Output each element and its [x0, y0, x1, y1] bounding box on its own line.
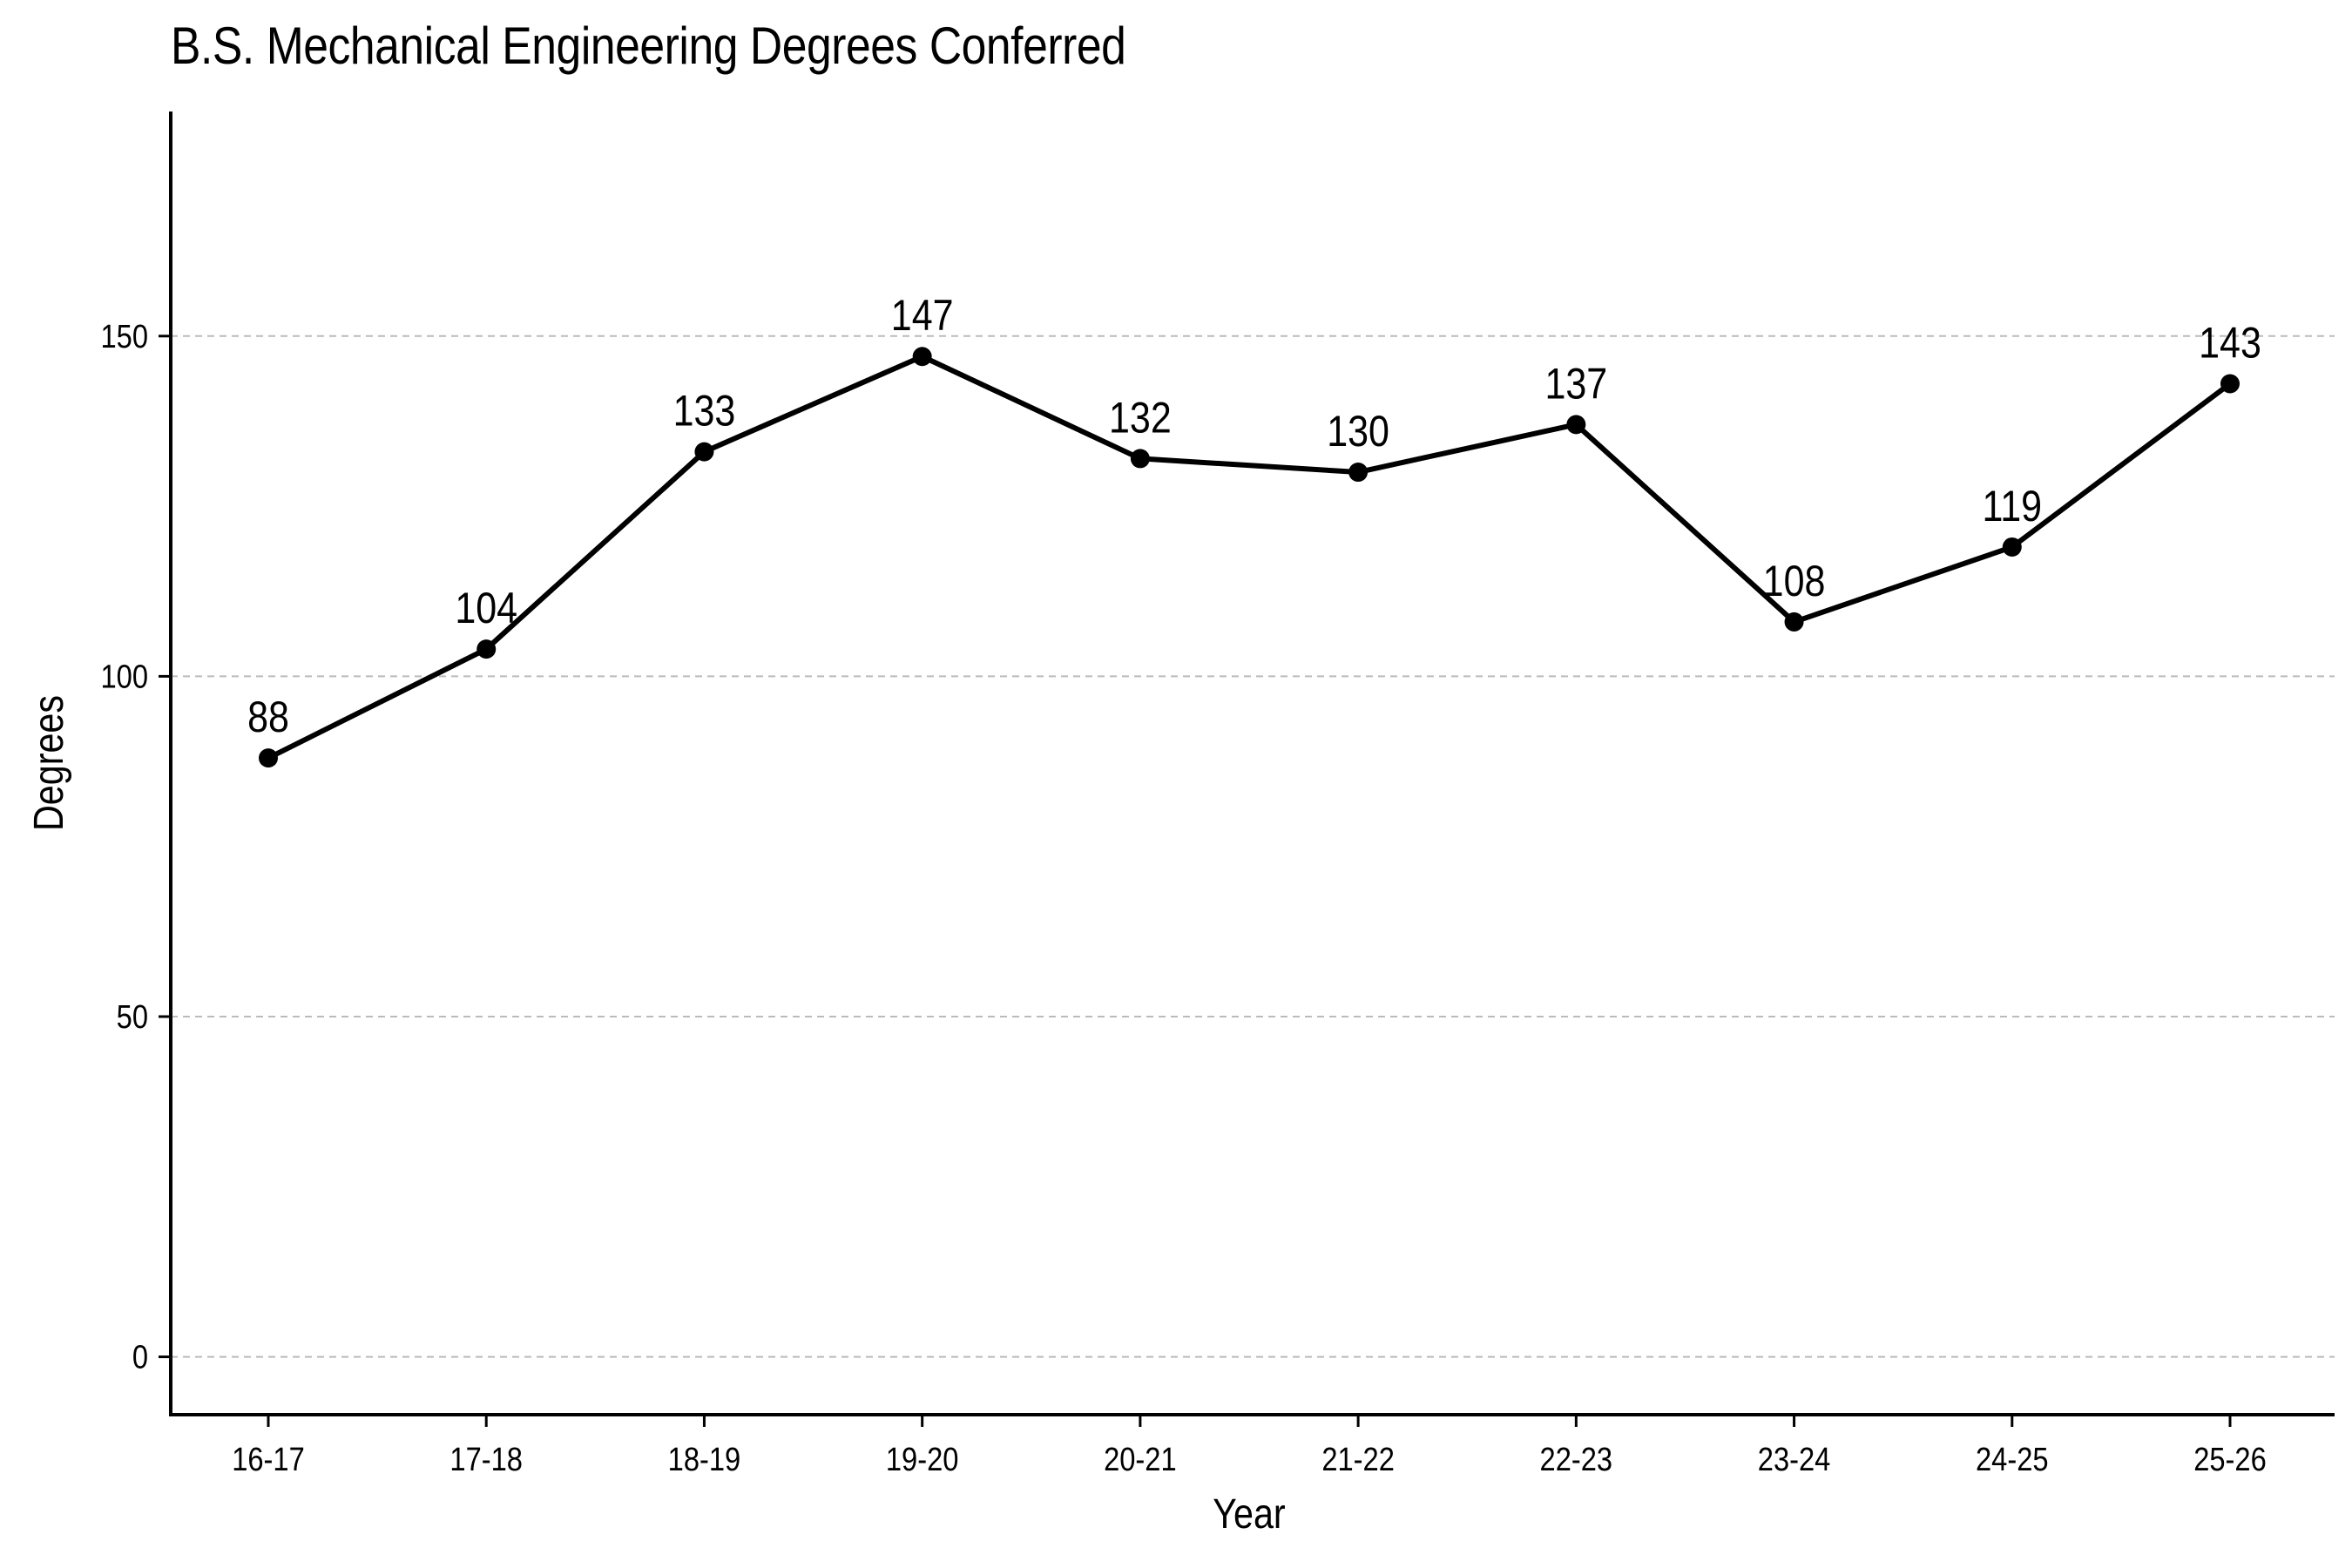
y-tick-label-100: 100	[100, 658, 148, 695]
y-tick-label-50: 50	[117, 998, 148, 1036]
data-point-16-17	[259, 748, 278, 768]
data-label-23-24: 108	[1763, 557, 1826, 605]
data-label-22-23: 137	[1544, 359, 1607, 408]
data-point-21-22	[1348, 463, 1369, 483]
x-tick-label-21-22: 21-22	[1321, 1441, 1395, 1478]
x-tick-label-25-26: 25-26	[2193, 1441, 2267, 1478]
data-label-25-26: 143	[2199, 318, 2261, 367]
x-tick-label-18-19: 18-19	[668, 1441, 741, 1478]
x-tick-label-16-17: 16-17	[232, 1441, 305, 1478]
y-axis-label: Degrees	[25, 695, 72, 831]
data-label-17-18: 104	[455, 584, 517, 632]
grid-lines	[171, 335, 2335, 1358]
x-tick-label-24-25: 24-25	[1976, 1441, 2049, 1478]
data-point-25-26	[2220, 374, 2240, 394]
x-tick-label-23-24: 23-24	[1758, 1441, 1831, 1478]
axes	[169, 112, 2335, 1416]
x-tick-label-17-18: 17-18	[449, 1441, 523, 1478]
data-point-19-20	[912, 347, 932, 367]
y-tick-label-150: 150	[100, 317, 148, 355]
data-point-17-18	[476, 639, 497, 659]
y-ticks: 0 50 100 150	[100, 317, 171, 1375]
data-label-20-21: 132	[1109, 393, 1172, 442]
data-point-22-23	[1566, 415, 1586, 435]
data-point-24-25	[2002, 537, 2022, 557]
data-point-18-19	[694, 442, 714, 462]
data-label-24-25: 119	[1983, 482, 2043, 531]
data-point-23-24	[1784, 612, 1804, 632]
series-degrees	[259, 347, 2240, 768]
data-label-18-19: 133	[673, 387, 736, 436]
chart-title: B.S. Mechanical Engineering Degrees Conf…	[171, 17, 1126, 75]
x-tick-label-20-21: 20-21	[1104, 1441, 1177, 1478]
data-labels: 88 104 133 147 132 130 137 108 119 143	[247, 291, 2261, 741]
data-label-16-17: 88	[247, 693, 289, 741]
y-tick-label-0: 0	[132, 1338, 148, 1375]
data-label-19-20: 147	[891, 291, 954, 340]
x-tick-label-22-23: 22-23	[1540, 1441, 1613, 1478]
x-axis-label: Year	[1213, 1490, 1285, 1538]
x-ticks: 16-17 17-18 18-19 19-20 20-21 21-22 22-23 23-24…	[232, 1415, 2267, 1478]
series-line	[266, 354, 2233, 761]
data-label-21-22: 130	[1327, 407, 1389, 456]
x-tick-label-19-20: 19-20	[886, 1441, 959, 1478]
data-point-20-21	[1130, 449, 1150, 469]
